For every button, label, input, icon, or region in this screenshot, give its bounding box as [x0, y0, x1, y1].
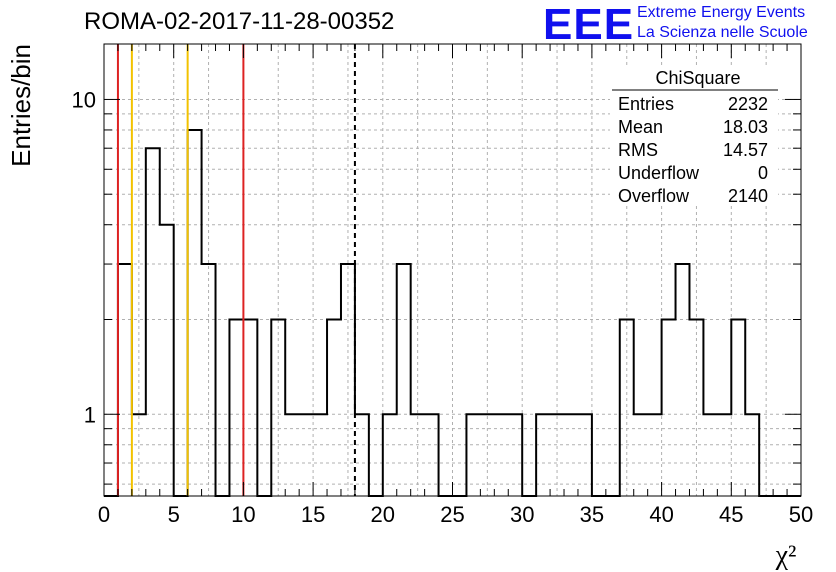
y-tick-label: 1 [84, 402, 96, 427]
x-tick-label: 10 [231, 502, 255, 527]
x-tick-label: 35 [580, 502, 604, 527]
x-tick-label: 5 [168, 502, 180, 527]
stats-value: 18.03 [723, 117, 768, 137]
stats-box [610, 66, 778, 206]
x-axis-label: χ² [775, 540, 797, 571]
histogram-steps [104, 128, 801, 497]
stats-label: Overflow [618, 186, 690, 206]
stats-label: Mean [618, 117, 663, 137]
y-tick-label: 10 [72, 87, 96, 112]
stats-value: 14.57 [723, 140, 768, 160]
logo-line-1: Extreme Energy Events [637, 4, 806, 21]
stats-value: 0 [758, 163, 768, 183]
stats-label: Entries [618, 94, 674, 114]
run-title: ROMA-02-2017-11-28-00352 [84, 8, 395, 35]
stats-value: 2232 [728, 94, 768, 114]
stats-value: 2140 [728, 186, 768, 206]
x-tick-label: 15 [301, 502, 325, 527]
x-tick-label: 40 [649, 502, 673, 527]
stats-title: ChiSquare [655, 68, 740, 88]
y-axis-label: Entries/bin [6, 44, 36, 167]
stats-label: Underflow [618, 163, 700, 183]
x-tick-label: 50 [789, 502, 813, 527]
x-tick-label: 45 [719, 502, 743, 527]
eee-logo: EEE [543, 0, 635, 49]
x-tick-label: 20 [371, 502, 395, 527]
x-tick-label: 25 [440, 502, 464, 527]
stats-label: RMS [618, 140, 658, 160]
logo-line-2: La Scienza nelle Scuole [637, 24, 808, 41]
x-tick-label: 0 [98, 502, 110, 527]
x-tick-label: 30 [510, 502, 534, 527]
